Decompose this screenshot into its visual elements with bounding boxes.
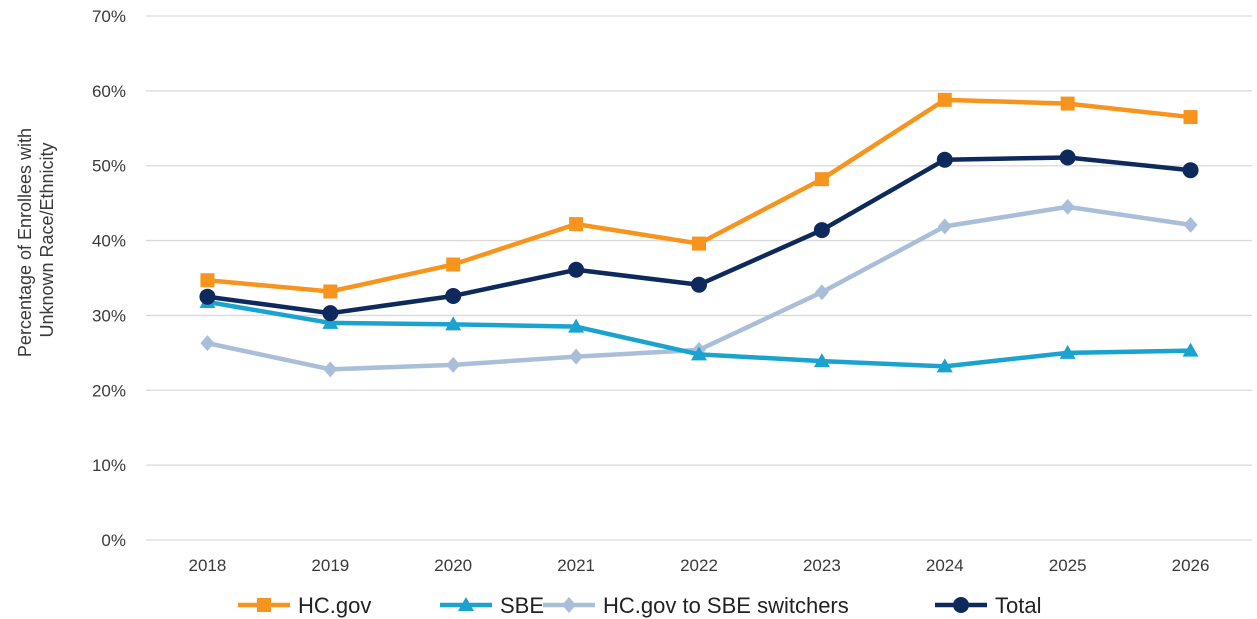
x-tick-label: 2018: [189, 556, 227, 575]
data-point-hc-gov: [446, 257, 461, 272]
data-point-sbe: [936, 358, 953, 373]
data-point-hc-gov: [814, 172, 829, 187]
y-tick-label: 60%: [92, 82, 126, 101]
x-axis-ticks: 2018 2019 2020 2021 2022 2023 2024 2025 2026: [189, 556, 1210, 575]
legend-swatch-marker: [953, 597, 969, 613]
data-point-hc-gov-to-sbe-switchers: [1183, 216, 1198, 233]
legend-swatch-marker: [458, 597, 474, 611]
data-point-hc-gov-to-sbe-switchers: [937, 218, 952, 235]
data-point-hc-gov: [1183, 110, 1198, 125]
y-axis-label-line-1: Percentage of Enrollees with: [15, 128, 35, 357]
data-point-hc-gov-to-sbe-switchers: [1060, 198, 1075, 215]
x-tick-label: 2022: [680, 556, 718, 575]
x-tick-label: 2021: [557, 556, 595, 575]
series-total: [199, 149, 1199, 322]
series-hc-gov: [200, 92, 1198, 299]
data-point-total: [691, 276, 707, 293]
data-point-total: [322, 305, 339, 322]
data-point-total: [445, 287, 462, 304]
data-point-hc-gov: [937, 92, 952, 107]
legend-label: HC.gov: [298, 593, 371, 618]
data-point-sbe: [1182, 342, 1199, 357]
data-point-sbe: [568, 318, 585, 333]
data-point-total: [1059, 149, 1076, 166]
data-point-total: [1182, 162, 1199, 179]
legend-item-hc-gov: HC.gov: [238, 593, 371, 618]
x-tick-label: 2026: [1172, 556, 1210, 575]
y-tick-label: 70%: [92, 7, 126, 26]
data-point-hc-gov: [692, 236, 706, 251]
legend-label: Total: [995, 593, 1041, 618]
data-point-hc-gov-to-sbe-switchers: [323, 361, 338, 378]
y-tick-label: 30%: [92, 306, 126, 325]
data-point-total: [199, 288, 216, 305]
x-tick-label: 2023: [803, 556, 841, 575]
data-point-hc-gov-to-sbe-switchers: [814, 284, 829, 301]
data-point-sbe: [322, 314, 339, 329]
data-point-hc-gov: [569, 217, 584, 232]
y-tick-label: 20%: [92, 381, 126, 400]
x-tick-label: 2025: [1049, 556, 1087, 575]
legend-item-sbe: SBE: [440, 593, 544, 618]
x-tick-label: 2019: [311, 556, 349, 575]
legend-item-total: Total: [935, 593, 1041, 618]
legend: HC.gov SBE HC.gov to SBE switchers Total: [238, 593, 1041, 618]
legend-swatch-marker: [257, 598, 271, 612]
y-axis-label: Percentage of Enrollees with Unknown Rac…: [15, 123, 57, 357]
x-tick-label: 2020: [434, 556, 472, 575]
y-axis-label-line-2: Unknown Race/Ethnicity: [37, 142, 57, 337]
data-point-sbe: [1059, 344, 1076, 359]
data-point-sbe: [691, 346, 707, 361]
data-point-sbe: [813, 353, 830, 368]
legend-item-hc-gov-to-sbe-switchers: HC.gov to SBE switchers: [543, 593, 849, 618]
legend-swatch-marker: [562, 597, 576, 613]
x-tick-label: 2024: [926, 556, 964, 575]
y-tick-label: 0%: [101, 531, 126, 550]
series-sbe: [199, 293, 1199, 373]
series-line-hc-gov: [207, 97, 1191, 294]
y-tick-label: 50%: [92, 157, 126, 176]
data-point-hc-gov-to-sbe-switchers: [200, 335, 215, 352]
y-tick-label: 10%: [92, 456, 126, 475]
data-point-hc-gov: [200, 273, 215, 288]
y-tick-label: 40%: [92, 232, 126, 251]
data-point-total: [813, 222, 830, 239]
data-point-total: [568, 261, 585, 278]
legend-label: HC.gov to SBE switchers: [603, 593, 849, 618]
series-group: [199, 92, 1199, 378]
data-point-hc-gov-to-sbe-switchers: [569, 348, 584, 365]
data-point-total: [936, 151, 953, 168]
data-point-hc-gov: [1060, 96, 1075, 111]
data-point-hc-gov: [323, 284, 338, 299]
y-axis-ticks: 0% 10% 20% 30% 40% 50% 60% 70%: [92, 7, 126, 550]
data-point-hc-gov-to-sbe-switchers: [446, 356, 461, 373]
legend-label: SBE: [500, 593, 544, 618]
data-point-sbe: [445, 316, 462, 331]
